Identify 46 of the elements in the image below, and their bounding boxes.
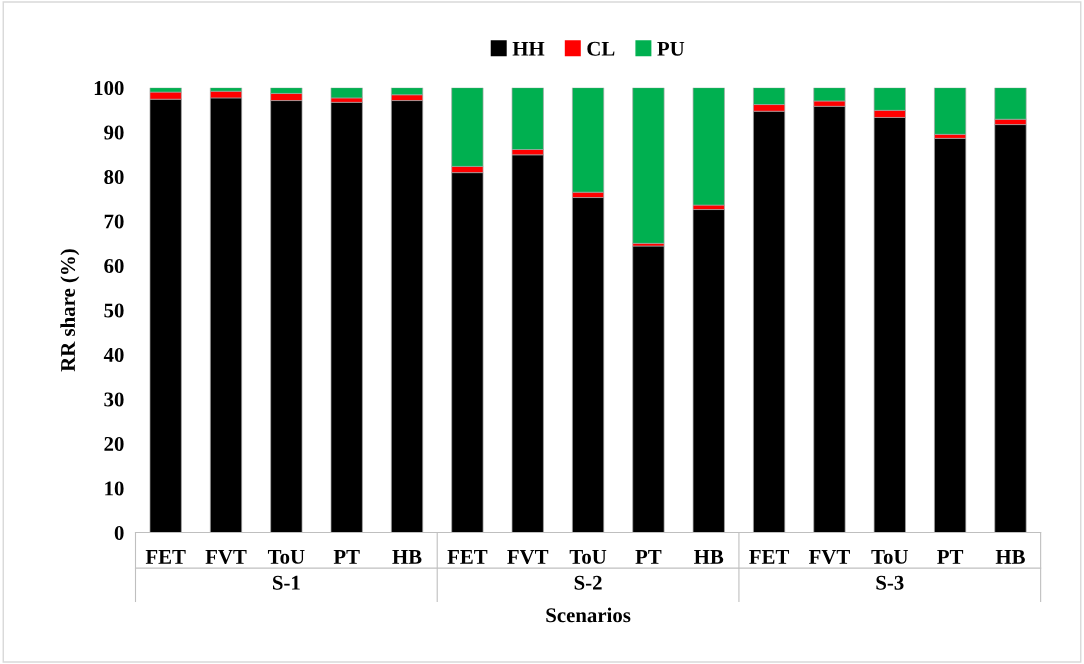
legend-label: HH — [512, 41, 545, 56]
y-tick-label: 50 — [104, 303, 124, 318]
x-tick-label: FVT — [808, 550, 850, 564]
y-tick-label: 80 — [104, 170, 124, 185]
y-tick-label: 30 — [104, 392, 124, 407]
y-tick-label: 10 — [105, 481, 124, 496]
bar — [813, 105, 846, 533]
x-tick-label: PT — [635, 550, 662, 564]
x-tick-label: ToU — [267, 550, 305, 564]
text: S-1 — [273, 575, 300, 590]
legend-label: PU — [657, 41, 685, 56]
y-tick-label: 70 — [104, 214, 124, 229]
x-tick-label: ToU — [569, 550, 607, 564]
y-tick-label: 60 — [104, 258, 124, 274]
bar — [692, 87, 725, 206]
bar — [330, 87, 363, 99]
x-tick-label: FVT — [507, 550, 549, 564]
y-tick-label: 100 — [94, 81, 124, 96]
bar — [934, 87, 967, 135]
x-tick-label: HB — [995, 550, 1025, 564]
bar — [692, 209, 725, 533]
bar — [330, 101, 363, 533]
y-tick-label: 40 — [103, 347, 124, 363]
x-tick-label: FET — [447, 550, 488, 564]
x-axis-title: Scenarios — [546, 607, 631, 623]
bar — [994, 124, 1027, 533]
bar — [632, 87, 665, 244]
x-tick-label: FET — [145, 550, 186, 564]
bar — [934, 138, 967, 533]
x-tick-label: ToU — [871, 550, 908, 564]
y-tick-label: 20 — [104, 436, 124, 451]
y-axis-title: RR share (%) — [60, 249, 80, 372]
bar — [511, 154, 544, 533]
y-tick-label: 90 — [104, 125, 124, 140]
x-tick-label: PT — [937, 550, 964, 564]
text: S-3 — [876, 575, 904, 590]
legend-label: CL — [587, 41, 615, 56]
x-tick-label: FET — [749, 550, 790, 564]
x-tick-label: HB — [694, 550, 724, 564]
text: S-2 — [574, 575, 602, 590]
x-tick-label: HB — [392, 550, 422, 564]
bar — [572, 197, 605, 533]
y-tick-label: 0 — [114, 525, 124, 540]
x-tick-label: FVT — [205, 550, 247, 564]
x-tick-label: PT — [333, 550, 360, 564]
bar — [632, 245, 665, 533]
